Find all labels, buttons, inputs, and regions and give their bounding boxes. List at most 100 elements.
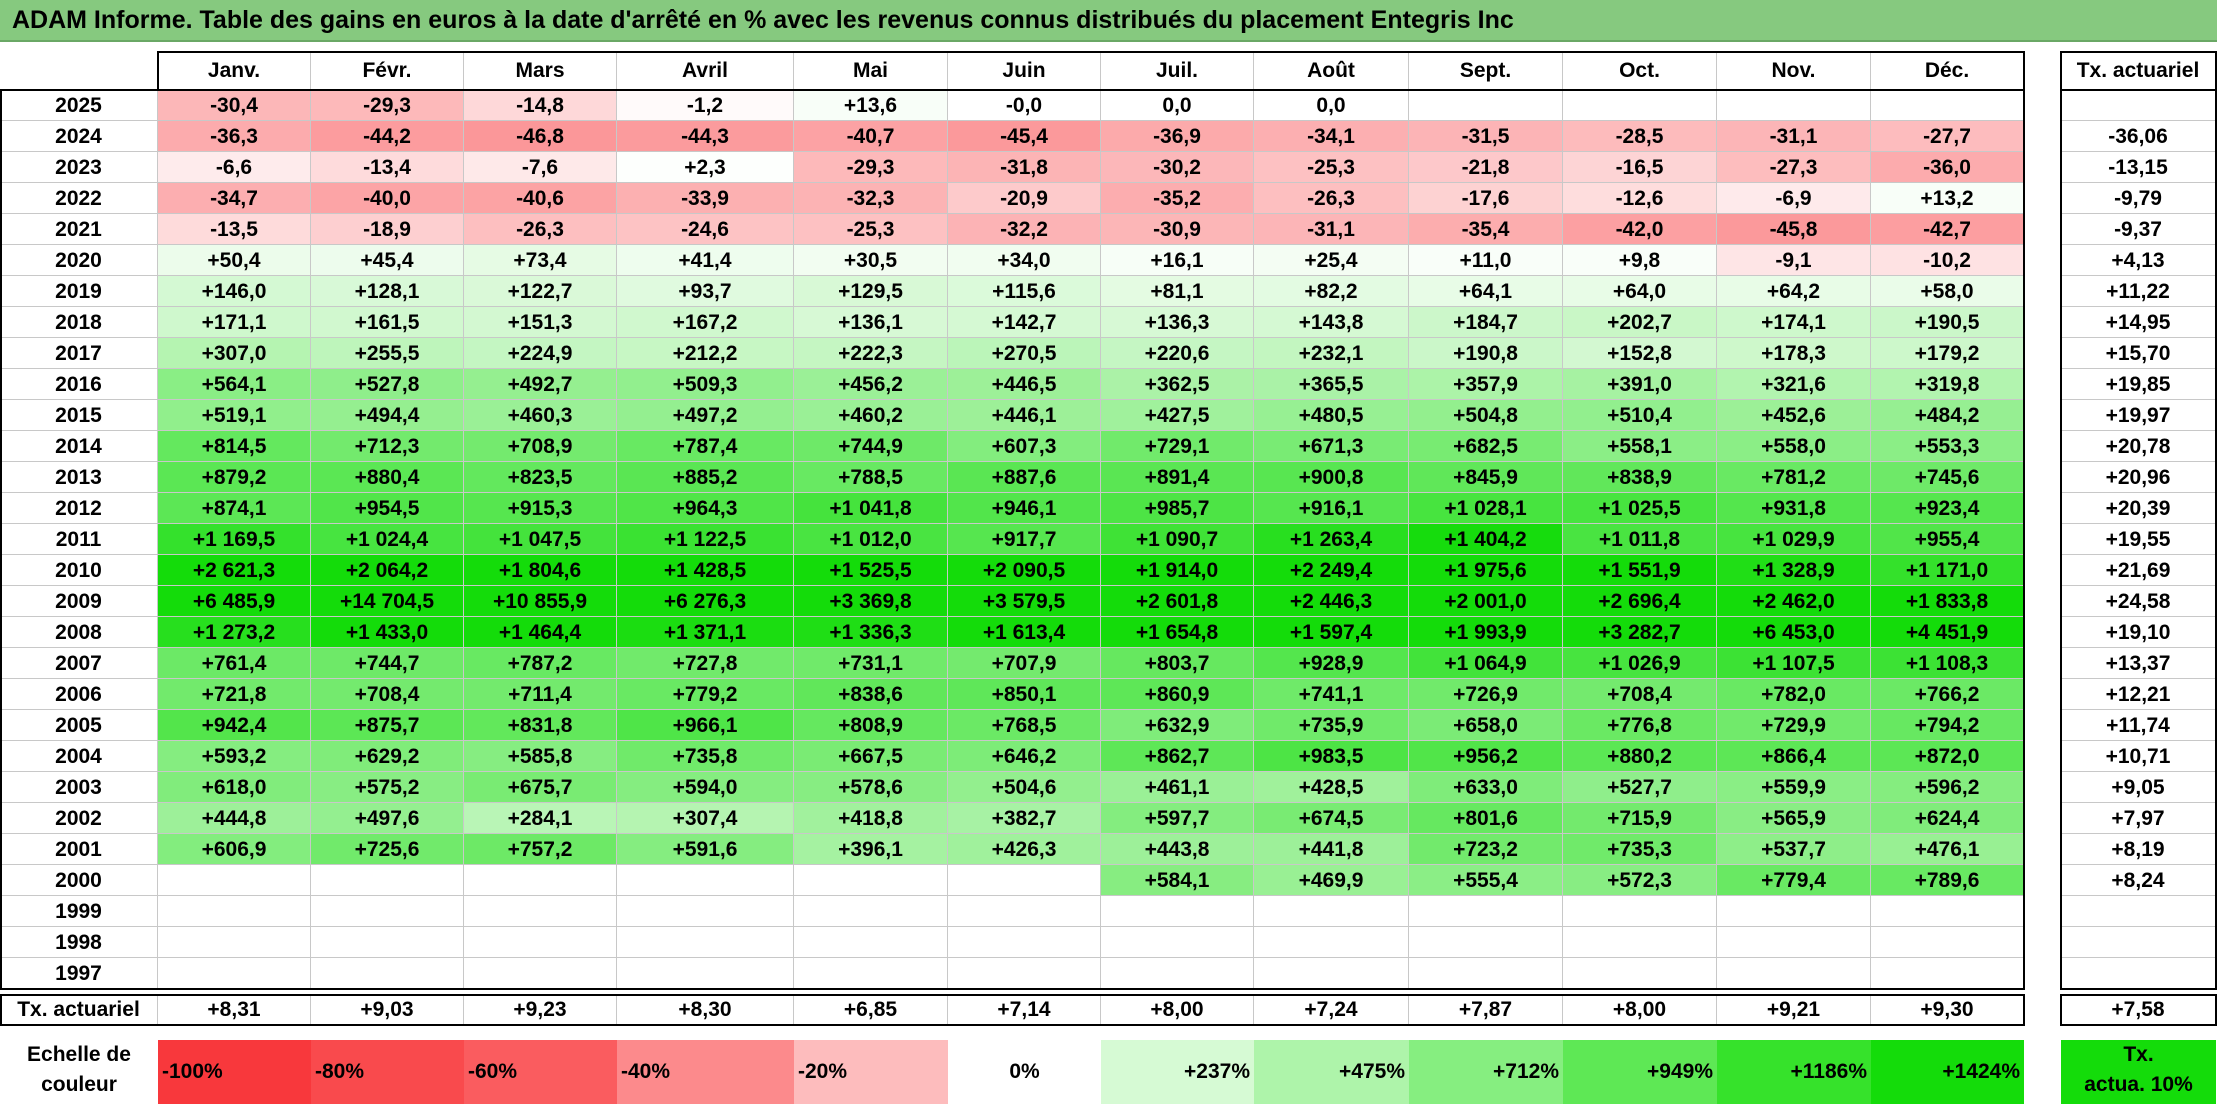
footer-cell: +8,00 — [1101, 995, 1254, 1025]
table-cell: +729,9 — [1717, 710, 1871, 741]
month-header: Mai — [794, 52, 948, 90]
table-cell: +956,2 — [1409, 741, 1563, 772]
table-cell: +171,1 — [158, 307, 311, 338]
table-cell: +801,6 — [1409, 803, 1563, 834]
table-cell: +136,1 — [794, 307, 948, 338]
legend-rate-line: actua. 10% — [2084, 1073, 2193, 1096]
table-cell: +50,4 — [158, 245, 311, 276]
table-cell: -32,3 — [794, 183, 948, 214]
table-cell: +537,7 — [1717, 834, 1871, 865]
table-cell: +2 601,8 — [1101, 586, 1254, 617]
table-cell: +887,6 — [948, 462, 1101, 493]
table-cell: -33,9 — [617, 183, 794, 214]
rate-cell: +20,78 — [2061, 431, 2216, 462]
legend-label-line: Echelle de — [27, 1043, 131, 1066]
table-cell: +667,5 — [794, 741, 948, 772]
table-cell: +1 025,5 — [1563, 493, 1717, 524]
table-cell: +446,5 — [948, 369, 1101, 400]
table-cell: +885,2 — [617, 462, 794, 493]
table-cell: +3 579,5 — [948, 586, 1101, 617]
table-cell: +509,3 — [617, 369, 794, 400]
legend-swatch: +475% — [1254, 1040, 1409, 1104]
table-cell: +357,9 — [1409, 369, 1563, 400]
legend-label-line: couleur — [41, 1073, 117, 1096]
legend-swatch: +1424% — [1871, 1040, 2024, 1104]
table-cell: +1 012,0 — [794, 524, 948, 555]
table-cell: +2 090,5 — [948, 555, 1101, 586]
table-cell: +803,7 — [1101, 648, 1254, 679]
table-cell: -32,2 — [948, 214, 1101, 245]
table-cell: +178,3 — [1717, 338, 1871, 369]
table-cell: +2 696,4 — [1563, 586, 1717, 617]
table-cell: +983,5 — [1254, 741, 1409, 772]
table-cell: +553,3 — [1871, 431, 2024, 462]
table-cell: +34,0 — [948, 245, 1101, 276]
table-cell: +1 047,5 — [464, 524, 617, 555]
rate-cell — [2061, 927, 2216, 958]
table-cell: +607,3 — [948, 431, 1101, 462]
year-label: 2003 — [0, 772, 158, 803]
table-cell: +572,3 — [1563, 865, 1717, 896]
footer-cell: +9,30 — [1871, 995, 2024, 1025]
table-cell: -10,2 — [1871, 245, 2024, 276]
table-cell: -26,3 — [464, 214, 617, 245]
table-cell — [158, 958, 311, 989]
table-cell — [1101, 958, 1254, 989]
table-cell: +1 551,9 — [1563, 555, 1717, 586]
month-header: Oct. — [1563, 52, 1717, 90]
table-cell: +25,4 — [1254, 245, 1409, 276]
table-cell: +1 613,4 — [948, 617, 1101, 648]
table-cell: +82,2 — [1254, 276, 1409, 307]
table-cell: +212,2 — [617, 338, 794, 369]
table-cell: +174,1 — [1717, 307, 1871, 338]
rate-cell: +8,19 — [2061, 834, 2216, 865]
table-cell: +396,1 — [794, 834, 948, 865]
table-cell: -6,6 — [158, 152, 311, 183]
table-cell — [1717, 90, 1871, 121]
table-cell: +58,0 — [1871, 276, 2024, 307]
rate-cell: -36,06 — [2061, 121, 2216, 152]
year-label: 2009 — [0, 586, 158, 617]
table-cell: +964,3 — [617, 493, 794, 524]
year-label: 1999 — [0, 896, 158, 927]
footer-cell: +7,87 — [1409, 995, 1563, 1025]
year-label: 2021 — [0, 214, 158, 245]
table-cell — [948, 865, 1101, 896]
legend-swatch: -40% — [617, 1040, 794, 1104]
table-cell — [1409, 927, 1563, 958]
table-cell: -40,6 — [464, 183, 617, 214]
table-cell: +527,7 — [1563, 772, 1717, 803]
table-cell: +768,5 — [948, 710, 1101, 741]
table-cell: +745,6 — [1871, 462, 2024, 493]
rate-cell: +20,39 — [2061, 493, 2216, 524]
table-cell — [311, 958, 464, 989]
table-cell: +1 090,7 — [1101, 524, 1254, 555]
table-cell: -25,3 — [1254, 152, 1409, 183]
table-cell — [617, 927, 794, 958]
rate-cell: +20,96 — [2061, 462, 2216, 493]
table-cell: +1 804,6 — [464, 555, 617, 586]
year-label: 2006 — [0, 679, 158, 710]
table-cell: -20,9 — [948, 183, 1101, 214]
year-label: 2020 — [0, 245, 158, 276]
table-cell: +284,1 — [464, 803, 617, 834]
table-cell — [948, 958, 1101, 989]
table-cell: +382,7 — [948, 803, 1101, 834]
table-cell: +184,7 — [1409, 307, 1563, 338]
table-cell: +1 404,2 — [1409, 524, 1563, 555]
table-cell: -30,2 — [1101, 152, 1254, 183]
title-bar: ADAM Informe. Table des gains en euros à… — [0, 0, 2217, 42]
table-cell — [1871, 90, 2024, 121]
table-cell — [1563, 896, 1717, 927]
table-cell: +1 041,8 — [794, 493, 948, 524]
table-cell: +10 855,9 — [464, 586, 617, 617]
table-cell — [948, 896, 1101, 927]
table-cell: -0,0 — [948, 90, 1101, 121]
table-cell: -46,8 — [464, 121, 617, 152]
table-cell — [464, 865, 617, 896]
rate-cell: +12,21 — [2061, 679, 2216, 710]
table-cell: +559,9 — [1717, 772, 1871, 803]
table-cell — [1409, 958, 1563, 989]
table-cell: -40,7 — [794, 121, 948, 152]
year-label: 2007 — [0, 648, 158, 679]
